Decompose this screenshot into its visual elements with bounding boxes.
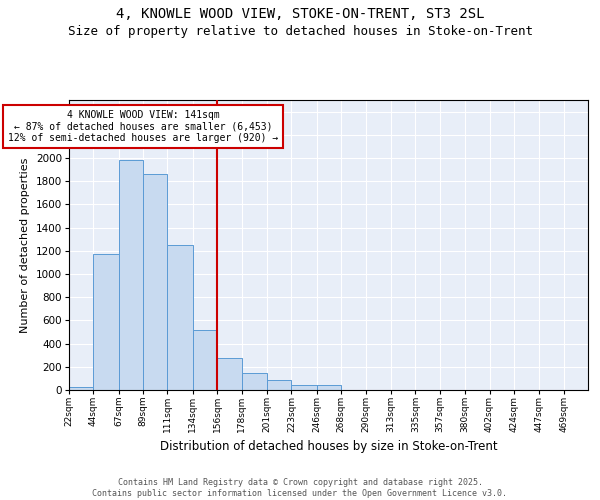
Bar bbox=[292, 385, 317, 390]
Bar bbox=[317, 386, 341, 390]
Bar bbox=[217, 358, 242, 390]
Bar bbox=[143, 174, 167, 390]
Y-axis label: Number of detached properties: Number of detached properties bbox=[20, 158, 30, 332]
Bar bbox=[267, 380, 292, 390]
Bar bbox=[69, 386, 94, 390]
Text: 4 KNOWLE WOOD VIEW: 141sqm
← 87% of detached houses are smaller (6,453)
12% of s: 4 KNOWLE WOOD VIEW: 141sqm ← 87% of deta… bbox=[8, 110, 278, 144]
Bar bbox=[193, 330, 217, 390]
Text: 4, KNOWLE WOOD VIEW, STOKE-ON-TRENT, ST3 2SL: 4, KNOWLE WOOD VIEW, STOKE-ON-TRENT, ST3… bbox=[116, 8, 484, 22]
X-axis label: Distribution of detached houses by size in Stoke-on-Trent: Distribution of detached houses by size … bbox=[160, 440, 497, 454]
Bar bbox=[94, 254, 119, 390]
Text: Contains HM Land Registry data © Crown copyright and database right 2025.
Contai: Contains HM Land Registry data © Crown c… bbox=[92, 478, 508, 498]
Text: Size of property relative to detached houses in Stoke-on-Trent: Size of property relative to detached ho… bbox=[67, 25, 533, 38]
Bar bbox=[119, 160, 143, 390]
Bar bbox=[167, 245, 193, 390]
Bar bbox=[242, 372, 267, 390]
